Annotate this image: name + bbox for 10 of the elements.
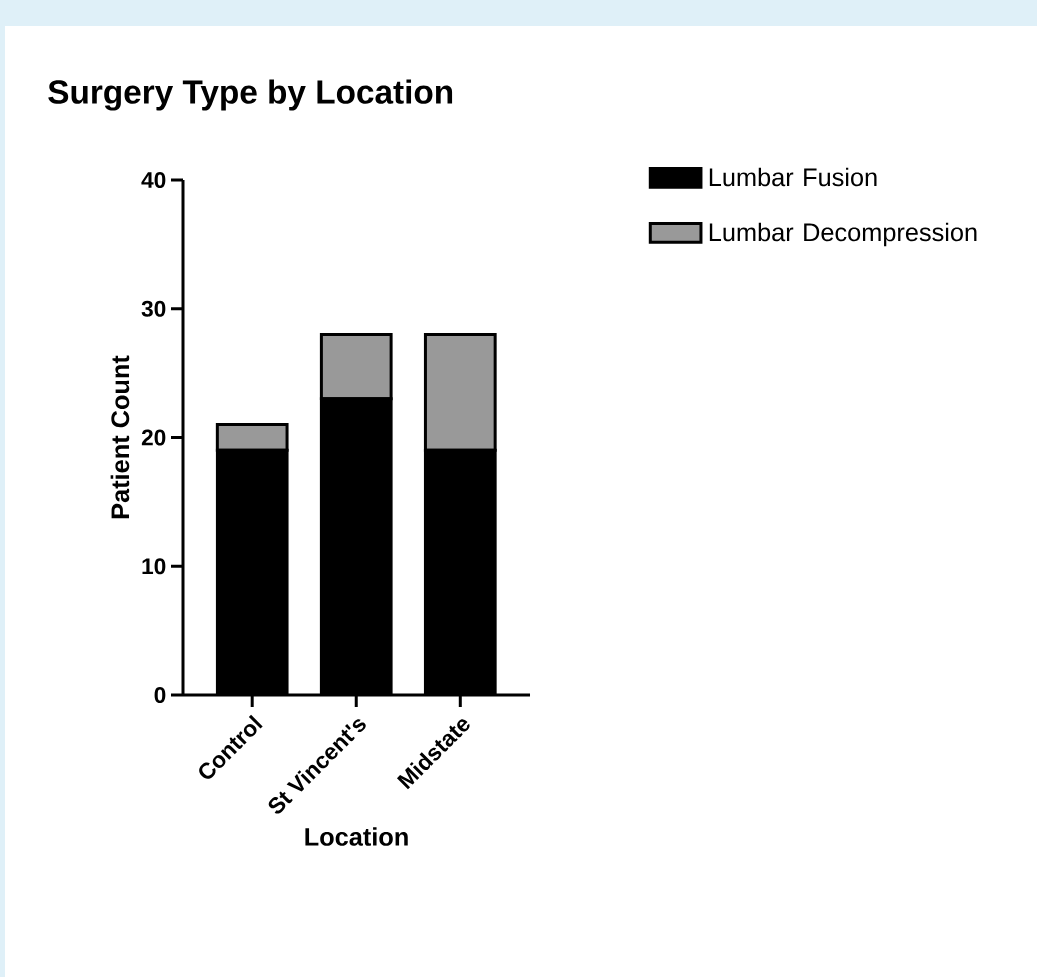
chart-title: Surgery Type by Location [48, 79, 453, 111]
y-tick-label: 10 [142, 558, 166, 575]
y-tick-label: 20 [141, 429, 166, 446]
legend-label: Lumbar Fusion [709, 167, 877, 187]
x-axis-title: Location [305, 827, 408, 846]
y-axis-title: Patient Count [110, 355, 130, 519]
y-tick-label: 30 [141, 300, 166, 317]
y-tick-label: 0 [154, 686, 166, 704]
y-tick-label: 40 [141, 171, 166, 189]
legend-label: Lumbar Decompression [709, 222, 977, 247]
